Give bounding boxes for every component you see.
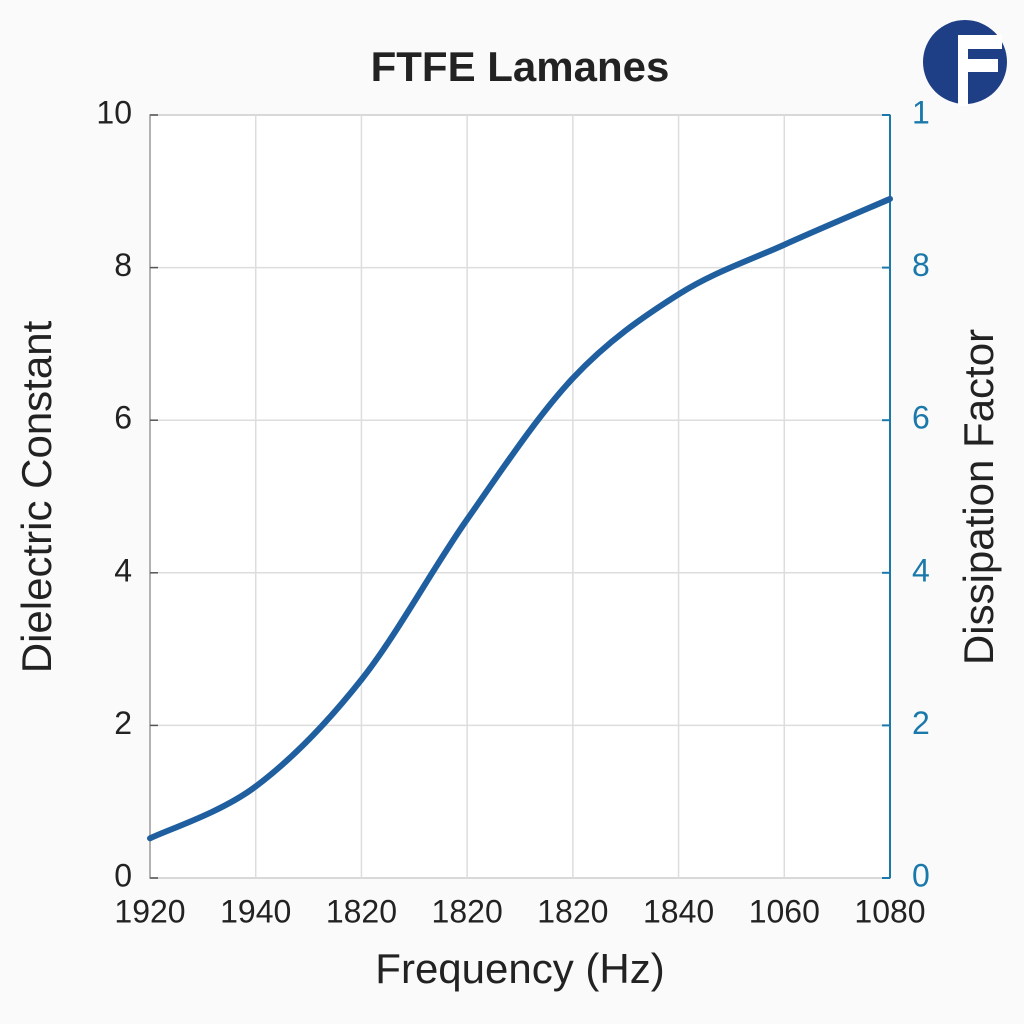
y-tick-label: 4 <box>114 552 132 588</box>
plot-area <box>149 114 891 879</box>
y2-tick-label: 1 <box>912 94 930 130</box>
y2-tick-label: 2 <box>912 705 930 741</box>
data-line <box>147 195 893 842</box>
x-tick-label: 1820 <box>537 893 608 929</box>
x-tick-label: 1920 <box>114 893 185 929</box>
y-tick-label: 0 <box>114 857 132 893</box>
y2-tick-label: 8 <box>912 247 930 283</box>
y2-axis-title: Dissipation Factor <box>955 329 1002 665</box>
y-tick-label: 2 <box>114 705 132 741</box>
x-tick-label: 1080 <box>854 893 925 929</box>
y-tick-label: 10 <box>96 94 132 130</box>
logo <box>923 20 1007 106</box>
x-tick-label: 1840 <box>643 893 714 929</box>
x-tick-label: 1820 <box>432 893 503 929</box>
y-tick-label: 6 <box>114 400 132 436</box>
y-tick-label: 8 <box>114 247 132 283</box>
x-axis-title: Frequency (Hz) <box>375 945 664 992</box>
y2-tick-label: 0 <box>912 857 930 893</box>
chart-title: FTFE Lamanes <box>371 43 670 90</box>
y-axis-title: Dielectric Constant <box>13 320 60 673</box>
x-tick-label: 1060 <box>749 893 820 929</box>
logo-letter <box>958 35 1002 106</box>
x-tick-label: 1820 <box>326 893 397 929</box>
y2-tick-label: 6 <box>912 400 930 436</box>
x-tick-label: 1940 <box>220 893 291 929</box>
y2-tick-label: 4 <box>912 552 930 588</box>
